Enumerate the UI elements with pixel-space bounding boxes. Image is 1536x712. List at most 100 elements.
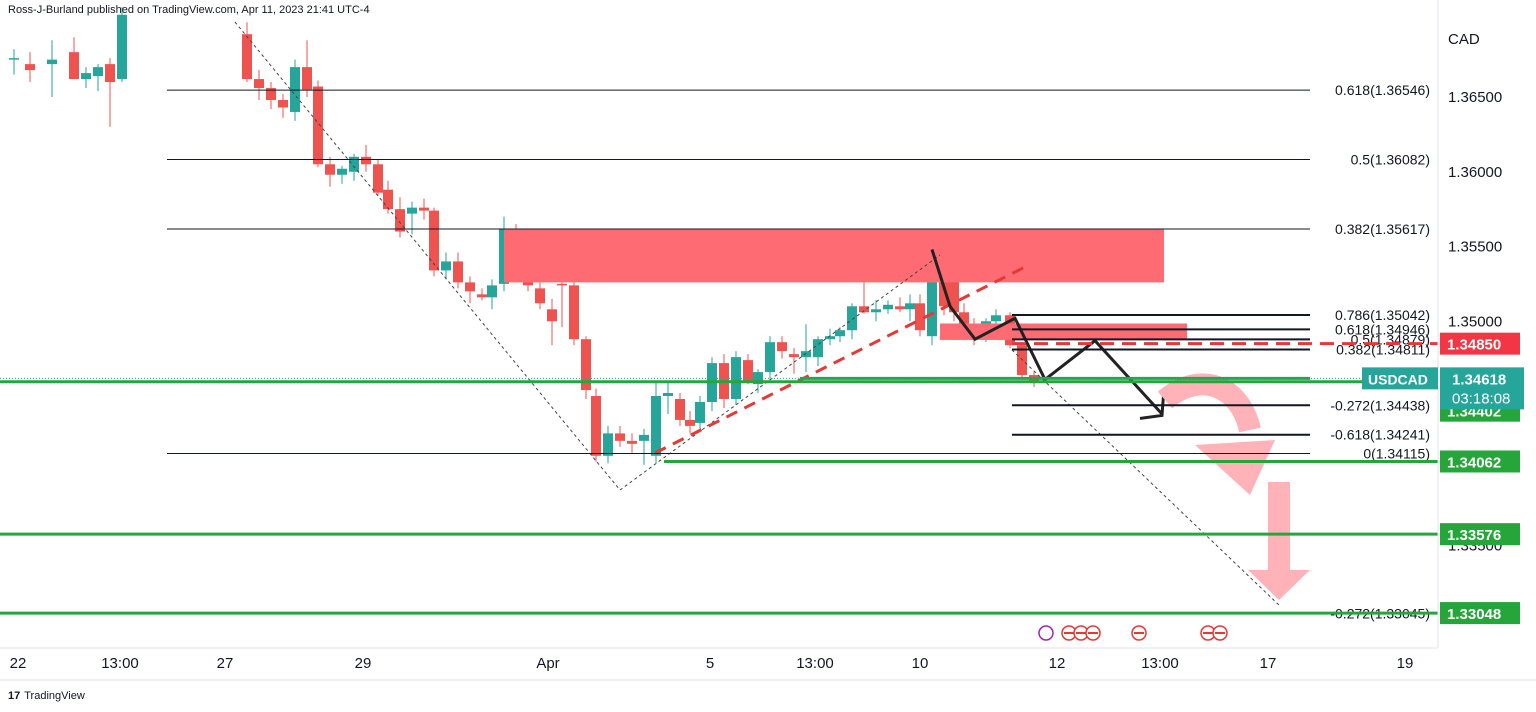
publisher-header: Ross-J-Burland published on TradingView.… [8, 4, 370, 16]
price-tick-label: 1.36500 [1448, 89, 1502, 106]
fib-level-label: 0.382(1.34811) [1336, 342, 1430, 358]
time-tick-label: 19 [1397, 655, 1414, 672]
candle-up [290, 67, 300, 112]
time-tick-label: Apr [536, 655, 559, 672]
time-tick-label: 12 [1049, 655, 1066, 672]
fib-level-label: 0.5(1.36082) [1351, 151, 1430, 167]
footer: 17 TradingView [8, 690, 85, 702]
candle-down [895, 306, 905, 310]
candle-down [535, 288, 545, 304]
candle-up [765, 342, 775, 373]
candle-down [373, 164, 383, 193]
time-tick-label: 22 [10, 655, 27, 672]
candle-down [429, 210, 439, 271]
countdown-label: 03:18:08 [1452, 390, 1510, 407]
candle-up [9, 58, 19, 60]
time-tick-label: 13:00 [796, 655, 834, 672]
resistance-zone [940, 323, 1187, 340]
candle-down [959, 312, 969, 328]
candle-down [313, 86, 323, 165]
symbol-badge: USDCAD [1368, 371, 1428, 387]
time-tick-label: 10 [912, 655, 929, 672]
fib-level-label: -0.272(1.34438) [1330, 397, 1430, 413]
candle-up [927, 253, 937, 337]
candle-up [487, 285, 497, 298]
candle-down [361, 156, 371, 165]
candle-up [93, 67, 103, 77]
down-arrow-shaft [1268, 482, 1290, 572]
candle-down [615, 433, 625, 441]
time-tick-label: 13:00 [1141, 655, 1179, 672]
level-badge-bg [1440, 523, 1520, 546]
candle-up [813, 339, 823, 358]
candle-up [349, 156, 359, 172]
down-arrow-head [1248, 570, 1310, 600]
candle-down [105, 64, 115, 83]
current-price-label: 1.34618 [1452, 371, 1506, 388]
candle-down [915, 303, 925, 331]
candle-down [789, 354, 799, 358]
candle-down [581, 339, 591, 391]
candle-up [81, 73, 91, 80]
candle-down [242, 34, 252, 80]
current-price-badge-bg [1440, 367, 1524, 410]
candle-down [266, 88, 276, 100]
level-badge: 1.33576 [1447, 527, 1501, 544]
candle-down [547, 309, 557, 322]
candle-down [278, 99, 288, 108]
candle-down [569, 285, 579, 340]
candle-up [407, 207, 417, 214]
fib-trend-line [619, 254, 941, 491]
curved-arrow [1157, 373, 1261, 433]
level-badge-bg [1440, 602, 1520, 625]
candle-up [883, 304, 893, 310]
candle-down [254, 79, 264, 89]
candle-up [991, 315, 1001, 322]
candle-up [117, 14, 127, 80]
time-tick-label: 27 [217, 655, 234, 672]
level-badge: 1.34062 [1447, 454, 1501, 471]
candle-up [695, 401, 705, 423]
candle-down [949, 279, 959, 313]
candle-up [825, 336, 835, 340]
candle-up [603, 433, 613, 456]
price-tick-label: 1.36000 [1448, 164, 1502, 181]
fib-level-label: -0.618(1.34241) [1330, 427, 1430, 443]
currency-label: CAD [1448, 31, 1480, 48]
levels-group: 0.618(1.36546) 0.5(1.36082) 0.382(1.35617)… [0, 82, 1438, 622]
level-badge: 1.33048 [1447, 606, 1501, 623]
candle-up [753, 372, 763, 385]
candle-down [465, 282, 475, 292]
fib-level-label: 0.382(1.35617) [1335, 221, 1430, 237]
candle-down [395, 209, 405, 232]
fib-level-label: 0.786(1.35042) [1335, 307, 1430, 323]
candle-down [627, 440, 637, 444]
candle-down [25, 64, 35, 71]
fib-level-label: 0.618(1.34946) [1335, 321, 1430, 337]
red-level-badge-bg [1440, 332, 1520, 355]
time-tick-label: 5 [706, 655, 714, 672]
level-badge-bg [1440, 450, 1520, 473]
candle-up [847, 306, 857, 331]
footer-brand[interactable]: TradingView [24, 690, 85, 702]
candle-up [47, 59, 57, 65]
supply-zone [504, 229, 1164, 283]
time-tick-label: 13:00 [101, 655, 139, 672]
candle-down [419, 207, 429, 211]
candle-down [69, 52, 79, 80]
tradingview-logo-icon: 17 [8, 690, 21, 702]
curved-arrow-head [1195, 440, 1275, 495]
candle-down [859, 306, 869, 313]
candle-down [685, 419, 695, 426]
candle-up [835, 330, 845, 337]
lightning-event-icon[interactable] [1038, 625, 1054, 641]
time-axis: 22 13:00 27 29 Apr 5 13:00 10 12 13:00 17 19 [0, 647, 1536, 681]
candle-up [663, 393, 673, 396]
candle-up [337, 168, 347, 175]
time-tick-label: 17 [1260, 655, 1277, 672]
candle-down [743, 360, 753, 382]
price-tick-label: 1.35000 [1448, 313, 1502, 330]
fib-level-label: 0.618(1.36546) [1335, 82, 1430, 98]
projection-path [930, 249, 1164, 415]
